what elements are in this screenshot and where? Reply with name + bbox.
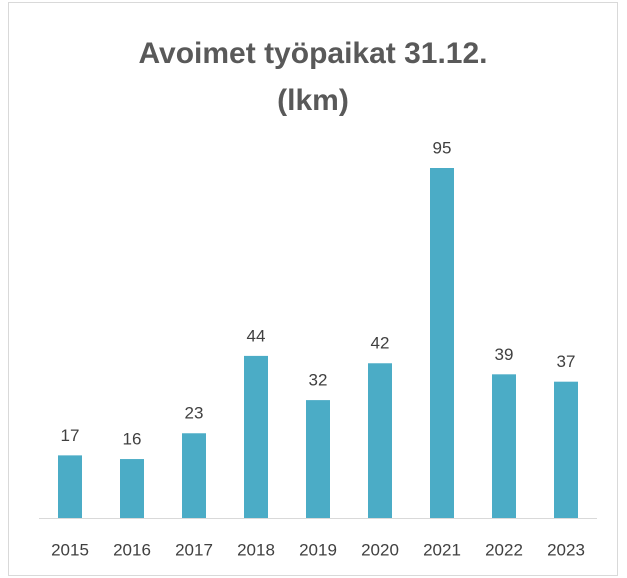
data-label: 39 <box>495 345 514 364</box>
data-label: 37 <box>557 352 576 371</box>
data-label: 44 <box>247 326 266 345</box>
x-tick-label: 2021 <box>423 540 461 559</box>
bar <box>492 374 516 518</box>
bar <box>430 168 454 518</box>
x-tick-label: 2023 <box>547 540 585 559</box>
bar <box>182 433 206 518</box>
chart-title: Avoimet työpaikat 31.12. (lkm) <box>138 37 488 117</box>
x-tick-label: 2016 <box>113 540 151 559</box>
bar <box>58 455 82 518</box>
x-tick-label: 2019 <box>299 540 337 559</box>
bar <box>244 355 268 518</box>
x-tick-label: 2020 <box>361 540 399 559</box>
x-tick-label: 2017 <box>175 540 213 559</box>
bar <box>306 400 330 518</box>
data-label: 42 <box>371 334 390 353</box>
chart-border <box>8 2 618 576</box>
x-tick-label: 2018 <box>237 540 275 559</box>
data-label: 32 <box>309 371 328 390</box>
data-label: 17 <box>61 426 80 445</box>
data-label: 95 <box>433 138 452 157</box>
bar <box>554 381 578 518</box>
x-tick-label: 2022 <box>485 540 523 559</box>
data-label: 23 <box>185 404 204 423</box>
x-tick-label: 2015 <box>51 540 89 559</box>
bar <box>120 459 144 518</box>
data-label: 16 <box>123 430 142 449</box>
bar <box>368 363 392 518</box>
